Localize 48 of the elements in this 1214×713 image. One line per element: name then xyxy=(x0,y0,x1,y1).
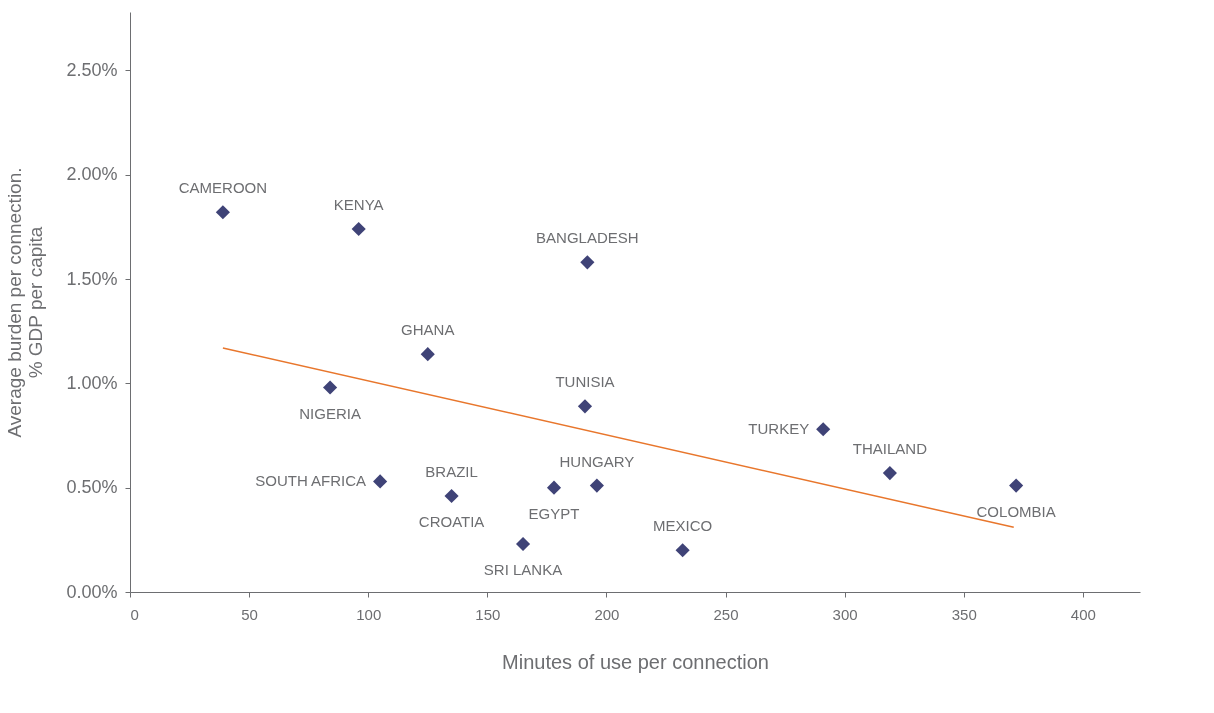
x-tick-label: 0 xyxy=(130,605,139,623)
x-tick-label: 100 xyxy=(356,605,382,623)
y-tick-label: 1.50% xyxy=(66,268,118,289)
point xyxy=(580,255,595,270)
point xyxy=(577,399,593,414)
point xyxy=(323,380,338,395)
y-tick-label: 2.50% xyxy=(66,59,118,80)
annotation: BANGLADESH xyxy=(536,229,639,247)
annotation: THAILAND xyxy=(852,440,928,458)
point xyxy=(546,480,562,495)
y-tick-label: 0.50% xyxy=(66,477,118,498)
point xyxy=(444,488,459,504)
point xyxy=(882,466,897,481)
x-tick-label: 350 xyxy=(951,605,977,623)
x-axis-title: Minutes of use per connection xyxy=(502,650,769,673)
point xyxy=(816,422,831,437)
annotation: CAMEROON xyxy=(178,179,268,197)
annotation: NIGERIA xyxy=(299,404,361,422)
annotation: SOUTH AFRICA xyxy=(255,472,367,490)
point xyxy=(351,221,366,237)
x-tick-label: 50 xyxy=(241,605,258,623)
x-tick-label: 250 xyxy=(713,605,739,623)
annotation: COLOMBIA xyxy=(976,502,1056,520)
y-tick-label: 0.00% xyxy=(66,581,118,602)
annotation: MEXICO xyxy=(653,517,713,535)
point xyxy=(373,474,388,489)
point xyxy=(589,478,604,493)
annotation: GHANA xyxy=(401,321,455,339)
point xyxy=(515,536,531,552)
annotation: TUNISIA xyxy=(555,373,615,391)
y-axis-title: Average burden per connection. % GDP per capita xyxy=(4,167,47,438)
point xyxy=(1009,478,1024,493)
annotation: BRAZIL xyxy=(425,463,478,481)
annotation: TURKEY xyxy=(748,420,810,438)
annotation: SRI LANKA xyxy=(483,561,563,579)
x-tick-label: 200 xyxy=(594,605,620,623)
y-tick-label: 2.00% xyxy=(66,164,118,185)
x-tick-label: 300 xyxy=(832,605,858,623)
x-tick-label: 400 xyxy=(1070,605,1096,623)
x-tick-label: 150 xyxy=(475,605,501,623)
point xyxy=(420,347,435,362)
annotation: KENYA xyxy=(333,195,384,213)
y-tick-label: 1.00% xyxy=(66,372,118,393)
point xyxy=(215,205,230,220)
point xyxy=(675,543,690,558)
annotation: HUNGARY xyxy=(559,452,635,470)
annotation: EGYPT xyxy=(528,504,580,522)
annotation: CROATIA xyxy=(418,513,485,531)
